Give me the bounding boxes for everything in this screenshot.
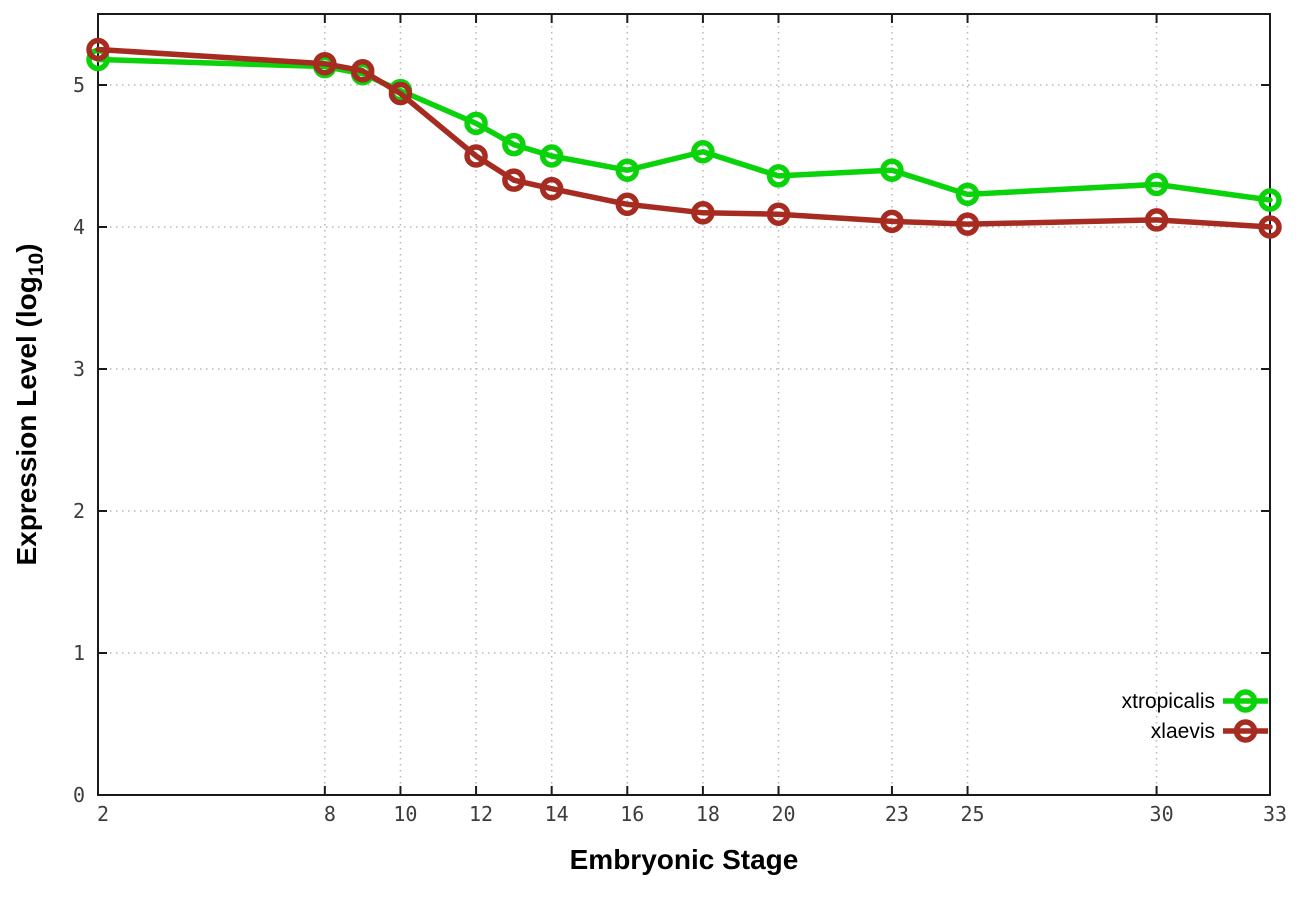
y-tick-label: 4 [73, 215, 85, 239]
y-tick-label: 1 [73, 641, 85, 665]
x-tick-label: 33 [1263, 802, 1287, 826]
data-point-xtropicalis-stage-13 [502, 132, 526, 157]
y-axis-title: Expression Level (log10) [11, 243, 48, 565]
data-point-xtropicalis-stage-30 [1144, 172, 1169, 197]
data-point-xlaevis-stage-23 [880, 209, 904, 234]
legend-marker-xlaevis [1233, 719, 1258, 743]
x-tick-label: 8 [324, 802, 336, 826]
x-tick-label: 16 [620, 802, 644, 826]
axis-ticks [97, 14, 1271, 796]
data-point-xlaevis-stage-14 [539, 176, 564, 201]
data-point-xtropicalis-stage-18 [691, 139, 715, 164]
series-xlaevis [86, 37, 1282, 239]
data-point-xlaevis-stage-2 [86, 37, 110, 62]
x-tick-label: 14 [545, 802, 569, 826]
data-point-xlaevis-stage-10 [388, 81, 413, 106]
y-tick-label: 0 [73, 783, 85, 807]
x-tick-label: 25 [961, 802, 985, 826]
legend-label-xtropicalis: xtropicalis [1122, 690, 1215, 713]
data-point-xtropicalis-stage-23 [880, 158, 904, 182]
data-point-xlaevis-stage-30 [1144, 208, 1169, 232]
data-point-xlaevis-stage-16 [615, 192, 640, 217]
legend-marker-xtropicalis [1233, 689, 1258, 713]
series-line-xtropicalis [95, 56, 1273, 203]
x-tick-label: 23 [885, 802, 909, 826]
data-point-xlaevis-stage-12 [464, 144, 488, 168]
data-point-xlaevis-stage-20 [766, 202, 791, 226]
data-point-xtropicalis-stage-14 [539, 144, 564, 168]
data-point-xtropicalis-stage-16 [615, 158, 640, 182]
data-point-xlaevis-stage-13 [502, 168, 526, 192]
legend: xtropicalis xlaevis [1122, 689, 1268, 743]
x-tick-label: 20 [771, 802, 795, 826]
data-point-xtropicalis-stage-12 [464, 111, 488, 136]
data-point-xtropicalis-stage-25 [955, 182, 980, 207]
data-point-xlaevis-stage-25 [955, 212, 980, 236]
data-point-xtropicalis-stage-33 [1258, 188, 1282, 212]
x-tick-label: 30 [1150, 802, 1174, 826]
data-point-xlaevis-stage-18 [691, 201, 715, 225]
data-point-xlaevis-stage-9 [350, 59, 375, 83]
data-point-xlaevis-stage-8 [313, 51, 337, 76]
plot-border [97, 13, 1271, 796]
x-axis-title: Embryonic Stage [570, 844, 799, 875]
y-tick-label: 2 [73, 499, 85, 523]
y-tick-label: 3 [73, 357, 85, 381]
data-point-xlaevis-stage-33 [1258, 215, 1282, 239]
x-tick-label: 2 [97, 802, 109, 826]
x-tick-label: 10 [393, 802, 417, 826]
legend-label-xlaevis: xlaevis [1151, 720, 1215, 743]
gridlines [98, 14, 1270, 795]
y-tick-label: 5 [73, 73, 85, 97]
series-line-xlaevis [95, 46, 1273, 230]
x-tick-label: 18 [696, 802, 720, 826]
data-point-xtropicalis-stage-20 [766, 164, 791, 188]
x-tick-label: 12 [469, 802, 493, 826]
series-xtropicalis [86, 47, 1282, 212]
